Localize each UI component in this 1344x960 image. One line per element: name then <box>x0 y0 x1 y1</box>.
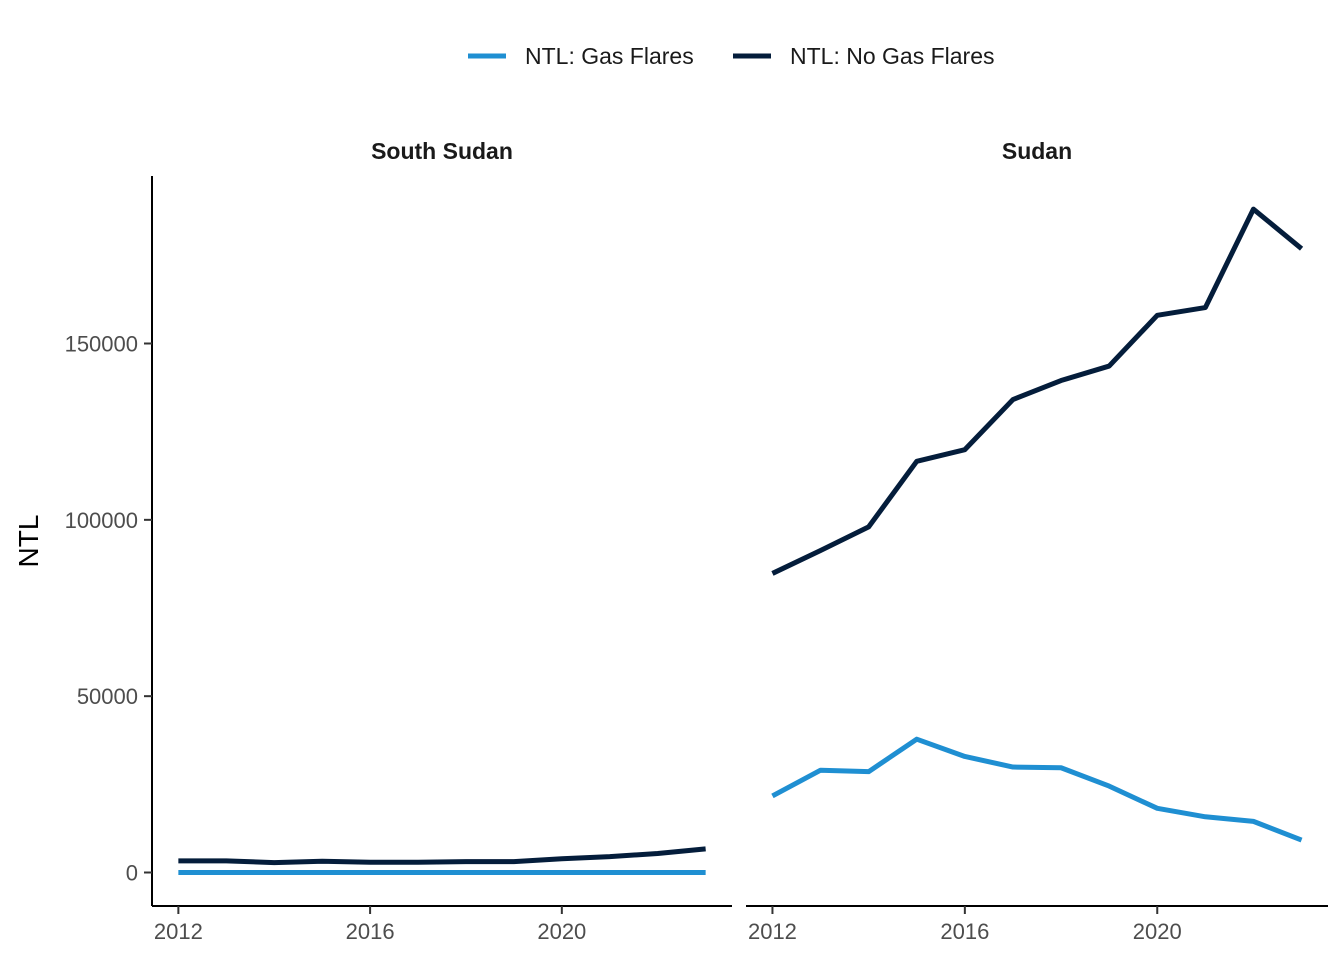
x-tick-label: 2020 <box>537 919 586 944</box>
series-line-no-gas-flares <box>178 846 706 866</box>
panels: South Sudan 2012 2016 2020 0 50000 100000 15000… <box>65 138 1328 944</box>
panel-title: Sudan <box>1002 138 1072 164</box>
legend-label-1: NTL: Gas Flares <box>525 43 694 69</box>
x-tick-label: 2016 <box>346 919 395 944</box>
x-tick-label: 2012 <box>154 919 203 944</box>
panel-title: South Sudan <box>371 138 513 164</box>
series-line-gas-flares <box>771 736 1303 843</box>
x-tick-label: 2012 <box>748 919 797 944</box>
panel-1: South Sudan 2012 2016 2020 0 50000 100000 15000… <box>65 138 732 944</box>
y-tick-label: 100000 <box>65 508 138 533</box>
y-tick-label: 50000 <box>77 684 138 709</box>
x-tick-label: 2016 <box>940 919 989 944</box>
series-line-no-gas-flares <box>771 206 1304 576</box>
x-tick-label: 2020 <box>1133 919 1182 944</box>
legend-label-2: NTL: No Gas Flares <box>790 43 995 69</box>
y-tick-label: 150000 <box>65 332 138 357</box>
y-tick-label: 0 <box>126 860 138 885</box>
y-axis-title: NTL <box>13 515 44 568</box>
legend: NTL: Gas Flares NTL: No Gas Flares <box>468 43 995 69</box>
panel-2: Sudan 2012 2016 2020 <box>746 138 1328 944</box>
